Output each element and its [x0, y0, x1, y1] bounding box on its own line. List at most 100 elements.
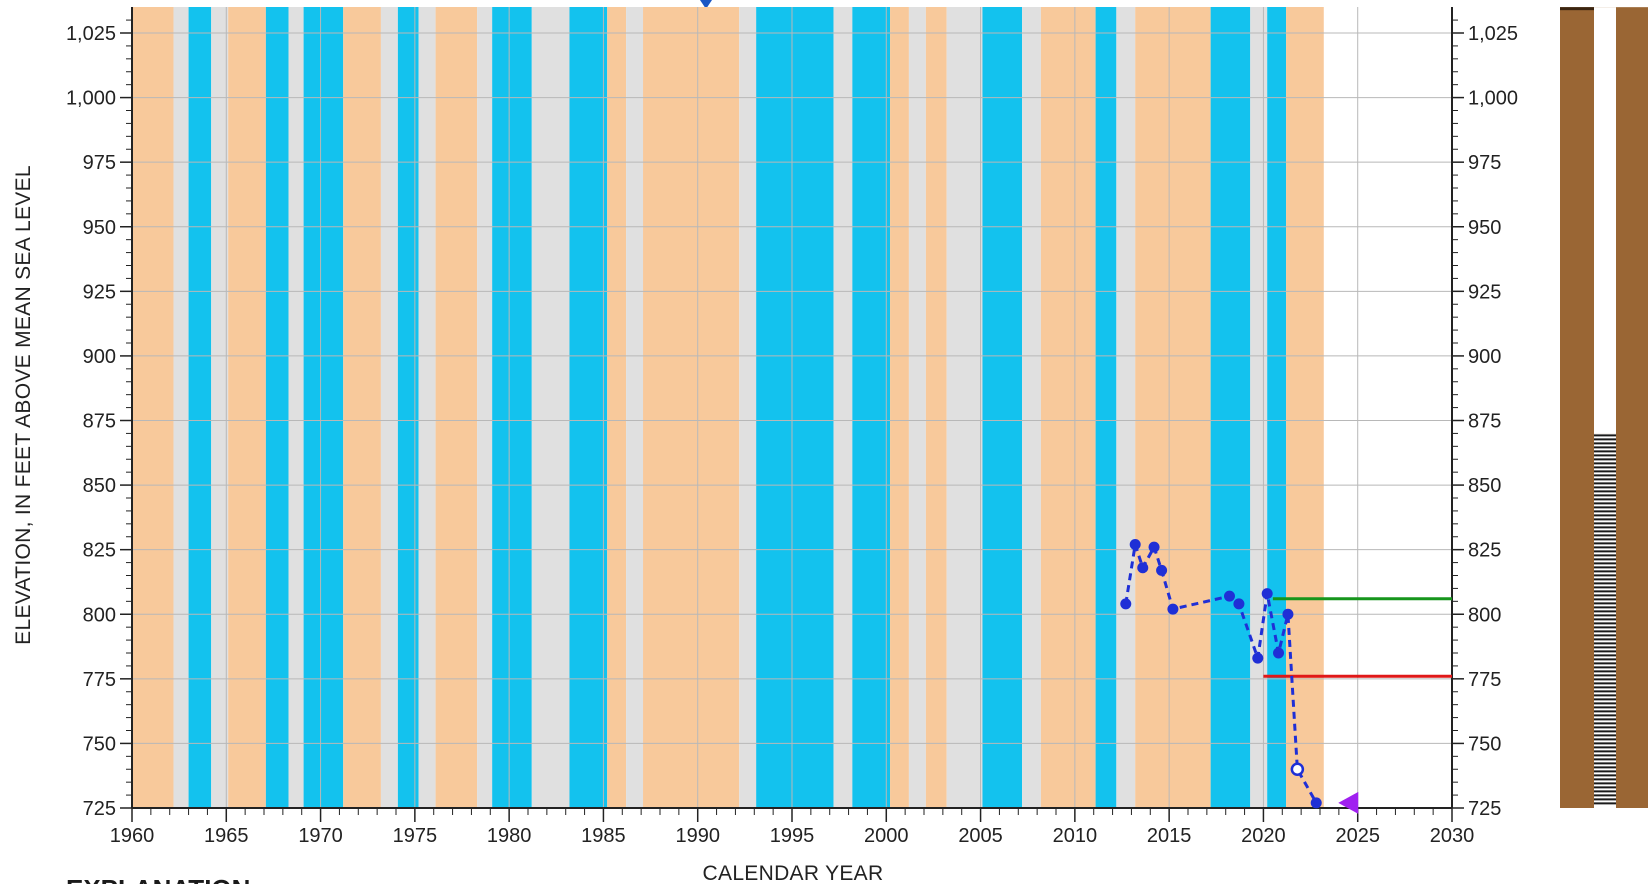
- band-wet: [569, 7, 608, 808]
- band-neutral: [908, 7, 926, 808]
- band-wet: [303, 7, 344, 808]
- band-dry: [1286, 7, 1324, 808]
- data-point: [1148, 541, 1160, 553]
- band-dry: [435, 7, 478, 808]
- data-point: [1252, 652, 1264, 664]
- y-tick-label-right: 800: [1468, 604, 1501, 626]
- band-wet: [188, 7, 212, 808]
- band-wet: [265, 7, 289, 808]
- band-wet: [756, 7, 834, 808]
- y-tick-label-left: 975: [83, 152, 116, 174]
- y-tick-label-left: 900: [83, 346, 116, 368]
- y-tick-label-left: 1,025: [66, 23, 116, 45]
- x-tick-label: 1970: [298, 825, 343, 847]
- x-tick-label: 2010: [1053, 825, 1098, 847]
- data-point: [1167, 603, 1179, 615]
- title-fragment: [700, 0, 712, 9]
- x-tick-label: 1965: [204, 825, 249, 847]
- x-tick-label: 2025: [1335, 825, 1380, 847]
- band-dry: [343, 7, 381, 808]
- x-tick-label: 2015: [1147, 825, 1192, 847]
- band-neutral: [1250, 7, 1268, 808]
- open-data-point: [1290, 762, 1305, 776]
- band-neutral: [1116, 7, 1136, 808]
- y-tick-label-right: 950: [1468, 217, 1501, 239]
- y-tick-label-right: 900: [1468, 346, 1501, 368]
- band-wet: [982, 7, 1023, 808]
- data-point: [1310, 797, 1322, 809]
- band-dry: [132, 7, 174, 808]
- x-tick-label: 2005: [958, 825, 1003, 847]
- series-water-level: [1120, 539, 1359, 814]
- background-bands: [132, 7, 1324, 808]
- band-neutral: [211, 7, 229, 808]
- x-tick-label: 2000: [864, 825, 909, 847]
- band-neutral: [173, 7, 189, 808]
- band-wet: [852, 7, 891, 808]
- band-neutral: [626, 7, 644, 808]
- x-tick-label: 1975: [393, 825, 438, 847]
- band-wet: [397, 7, 419, 808]
- data-point: [1156, 564, 1168, 576]
- band-dry: [607, 7, 627, 808]
- band-neutral: [531, 7, 570, 808]
- data-point: [1120, 598, 1132, 610]
- band-wet: [1095, 7, 1117, 808]
- band-dry: [925, 7, 947, 808]
- band-neutral: [380, 7, 398, 808]
- band-neutral: [833, 7, 853, 808]
- x-tick-label: 1980: [487, 825, 532, 847]
- data-point: [1233, 598, 1245, 610]
- band-neutral: [739, 7, 757, 808]
- band-wet: [492, 7, 532, 808]
- band-neutral: [946, 7, 983, 808]
- cut-off-title: [700, 0, 712, 9]
- y-tick-label-left: 825: [83, 540, 116, 562]
- y-tick-label-right: 875: [1468, 411, 1501, 433]
- x-tick-label: 1960: [110, 825, 155, 847]
- y-tick-label-left: 800: [83, 604, 116, 626]
- band-wet: [1210, 7, 1251, 808]
- band-neutral: [477, 7, 493, 808]
- band-neutral: [1022, 7, 1041, 808]
- reference-lines: [1263, 597, 1452, 678]
- y-axis-title: ELEVATION, IN FEET ABOVE MEAN SEA LEVEL: [12, 165, 35, 645]
- x-tick-label: 1990: [675, 825, 720, 847]
- data-point: [1129, 539, 1141, 550]
- y-tick-label-right: 925: [1468, 281, 1501, 303]
- y-tick-label-left: 875: [83, 411, 116, 433]
- y-tick-label-right: 725: [1468, 798, 1501, 820]
- data-point: [1273, 647, 1285, 659]
- triangle-marker: [1338, 791, 1359, 814]
- data-point: [1137, 562, 1149, 574]
- y-tick-label-right: 850: [1468, 475, 1501, 497]
- band-neutral: [288, 7, 304, 808]
- y-tick-label-left: 775: [83, 669, 116, 691]
- x-tick-label: 1985: [581, 825, 626, 847]
- well-casing: [1594, 7, 1616, 434]
- y-tick-label-right: 825: [1468, 540, 1501, 562]
- explanation-heading: EXPLANATION: [66, 874, 250, 884]
- x-tick-label: 2030: [1430, 825, 1475, 847]
- y-tick-label-left: 1,000: [66, 88, 116, 110]
- x-tick-label: 2020: [1241, 825, 1286, 847]
- band-dry: [1135, 7, 1211, 808]
- grid-lines: [132, 7, 1452, 809]
- y-tick-label-left: 750: [83, 733, 116, 755]
- data-point: [1223, 590, 1235, 602]
- band-dry: [228, 7, 266, 808]
- y-tick-label-right: 775: [1468, 669, 1501, 691]
- axes: 725 725 750 750 775 775 800 800 825 825 850 850 875 8…: [66, 7, 1518, 847]
- x-axis-title: CALENDAR YEAR: [703, 862, 884, 884]
- y-tick-label-right: 1,025: [1468, 23, 1518, 45]
- band-dry: [643, 7, 740, 808]
- band-wet: [1267, 7, 1287, 808]
- y-tick-label-left: 925: [83, 281, 116, 303]
- well-screen: [1594, 433, 1616, 808]
- band-dry: [890, 7, 909, 808]
- y-tick-label-left: 950: [83, 217, 116, 239]
- y-tick-label-right: 975: [1468, 152, 1501, 174]
- data-point: [1282, 608, 1294, 620]
- band-neutral: [418, 7, 436, 808]
